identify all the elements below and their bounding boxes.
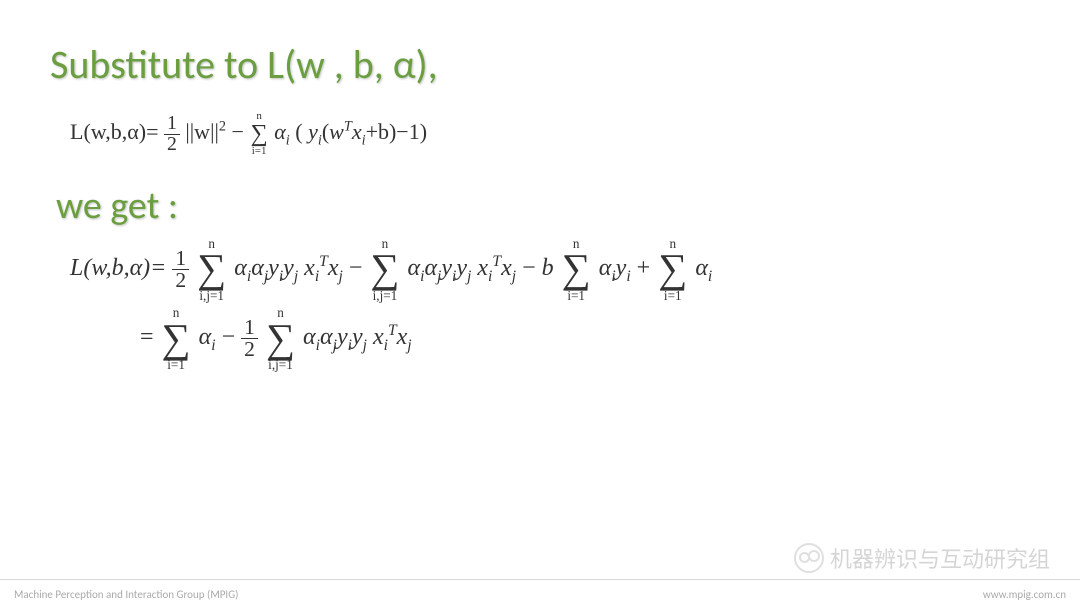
ay: αiyi [599, 255, 631, 281]
yj2: j [467, 268, 471, 285]
ai2: i [420, 268, 424, 285]
yi: i [279, 268, 283, 285]
wT: wT [329, 119, 352, 144]
sum-ij-2: n∑i,j=1 [370, 237, 399, 302]
norm-w: ||w||2 [185, 119, 226, 144]
plus: + [637, 255, 657, 281]
w-sup: T [344, 119, 352, 135]
term3: αiαjyiyj xiTxj [303, 324, 412, 350]
plus-b: +b) [366, 119, 397, 144]
d2: 2 [172, 270, 189, 292]
norm-text: ||w|| [185, 119, 219, 144]
footer-left: Machine Perception and Interaction Group… [14, 588, 238, 601]
fraction-half: 12 [164, 114, 180, 155]
slide-subheading: we get : [56, 183, 1030, 229]
sum-bot: i=1 [250, 146, 267, 157]
sum-sym: ∑ [250, 120, 267, 147]
s2: ∑ [370, 251, 399, 288]
xi3: i [384, 337, 388, 354]
y-i: yi [308, 119, 322, 144]
eq3-eq: = [140, 324, 160, 350]
xj: j [339, 268, 343, 285]
frac-den: 2 [164, 135, 180, 155]
term2: αiαjyiyj xiTxj [407, 255, 516, 281]
s1: ∑ [197, 251, 226, 288]
slide-footer: Machine Perception and Interaction Group… [0, 579, 1080, 608]
b-var: b [542, 255, 554, 281]
b6: i,j=1 [266, 357, 295, 371]
n2: 1 [172, 248, 189, 271]
s6: ∑ [266, 321, 295, 358]
s4: ∑ [658, 251, 687, 288]
yj: j [294, 268, 298, 285]
x: x [352, 119, 362, 144]
y: y [308, 119, 318, 144]
watermark-text: 机器辨识与互动研究组 [830, 542, 1050, 574]
ai5: i [211, 337, 215, 354]
ai3: i [611, 268, 615, 285]
sum-small: n∑i=1 [250, 111, 267, 157]
m3: − [522, 255, 542, 281]
xi: i [315, 268, 319, 285]
sum3-1: n∑i=1 [162, 306, 191, 371]
xi2: i [488, 268, 492, 285]
aj2: j [437, 268, 441, 285]
minus-one: −1) [396, 119, 427, 144]
aj3: j [333, 337, 337, 354]
m2: − [349, 255, 369, 281]
s3: ∑ [562, 251, 591, 288]
m4: − [222, 324, 242, 350]
half-2: 12 [172, 248, 189, 292]
frac-num: 1 [164, 114, 180, 135]
xj3: j [407, 337, 411, 354]
sum-i-2: n∑i=1 [658, 237, 687, 302]
ai4: i [708, 268, 712, 285]
wechat-icon [794, 543, 824, 573]
sum3-2: n∑i,j=1 [266, 306, 295, 371]
equation-3: = n∑i=1 αi − 12 n∑i,j=1 αiαjyiyj xiTxj [140, 306, 1030, 371]
xT: T [319, 253, 328, 270]
paren-open: ( [295, 119, 308, 144]
s5: ∑ [162, 321, 191, 358]
sub-i2: i [318, 133, 322, 149]
watermark: 机器辨识与互动研究组 [794, 542, 1050, 574]
eq2-lhs: L(w,b,α)= [70, 255, 172, 281]
slide: Substitute to L(w , b, α), L(w,b,α)= 12 … [0, 0, 1080, 608]
yi2: i [452, 268, 456, 285]
xT2: T [492, 253, 501, 270]
half-3: 12 [241, 317, 258, 361]
alpha: α [274, 119, 286, 144]
minus-1: − [232, 119, 250, 144]
eq1-lhs: L(w,b,α)= [70, 119, 158, 144]
ai5w: αi [199, 324, 216, 350]
equation-2: L(w,b,α)= 12 n∑i,j=1 αiαjyiyj xiTxj − n∑… [70, 237, 1030, 302]
w: w [329, 119, 344, 144]
yj3: j [363, 337, 367, 354]
x-i: xi [352, 119, 366, 144]
term1: αiαjyiyj xiTxj [234, 255, 343, 281]
b2: i,j=1 [370, 288, 399, 302]
slide-heading: Substitute to L(w , b, α), [50, 40, 1030, 89]
sub-i: i [286, 133, 290, 149]
alpha-i-2: αi [695, 255, 712, 281]
equation-1: L(w,b,α)= 12 ||w||2 − n∑i=1 αi ( yi(wTxi… [70, 111, 1030, 157]
alpha-i: αi [274, 119, 290, 144]
footer-right: www.mpig.com.cn [983, 588, 1066, 601]
aj: j [264, 268, 268, 285]
sum-i-1: n∑i=1 [562, 237, 591, 302]
ai: i [247, 268, 251, 285]
ai6: i [316, 337, 320, 354]
yi4: i [348, 337, 352, 354]
norm-sup: 2 [219, 119, 226, 135]
xj2: j [512, 268, 516, 285]
n3: 1 [241, 317, 258, 340]
yi3: i [626, 268, 630, 285]
b1: i,j=1 [197, 288, 226, 302]
d3: 2 [241, 339, 258, 361]
sum-ij-1: n∑i,j=1 [197, 237, 226, 302]
xT3: T [388, 322, 397, 339]
